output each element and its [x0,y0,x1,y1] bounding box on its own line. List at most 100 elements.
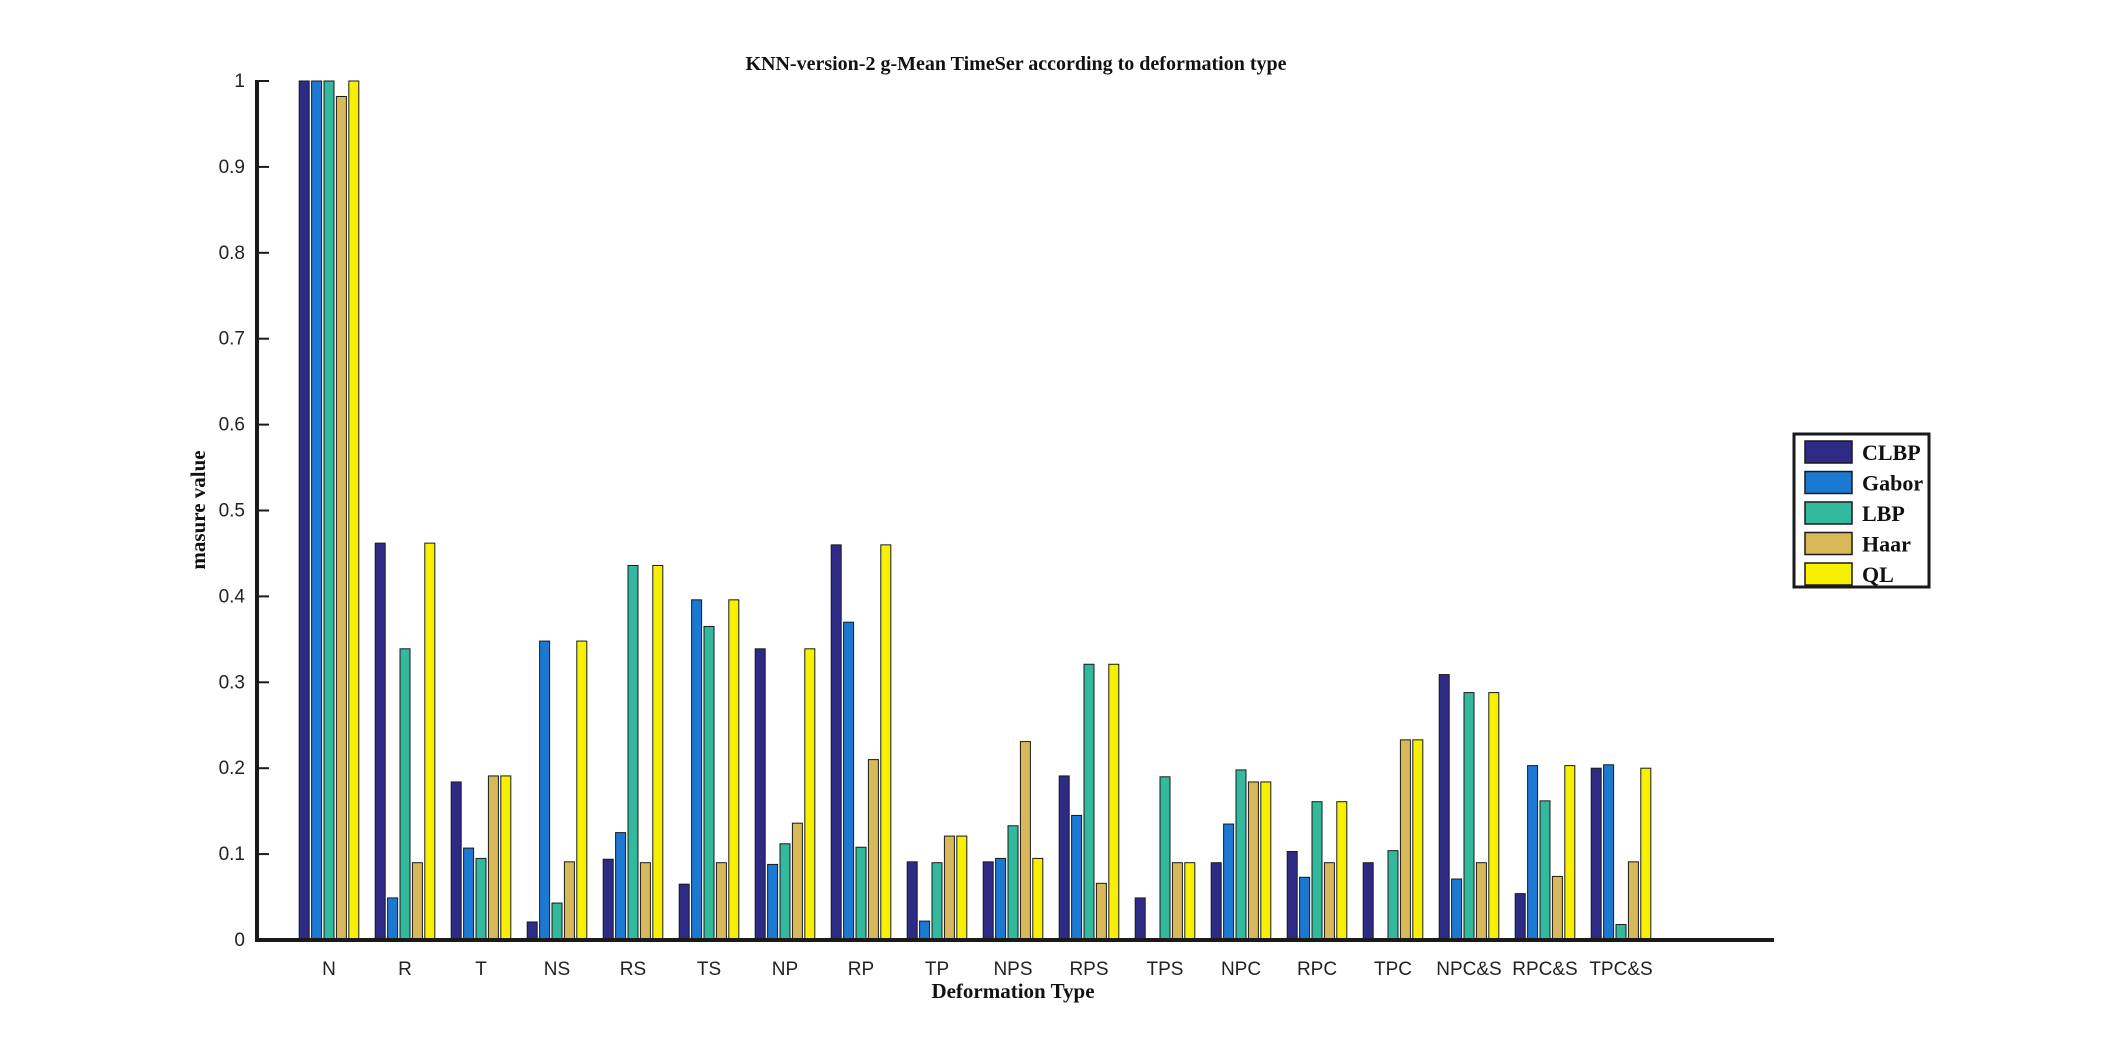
bar-lbp-npc [1235,769,1247,941]
bar-lbp-rp [855,846,867,941]
bar-clbp-tps [1134,897,1146,941]
bar-ql-ts [728,599,740,941]
bar-lbp-t [475,857,487,941]
y-axis-label: masure value [186,450,210,569]
y-tick-label: 0.2 [219,758,245,779]
bar-clbp-ts [678,883,690,941]
bar-clbp-rpcs [1514,893,1526,941]
x-tick-label: NS [544,959,570,980]
bar-haar-rp [867,759,879,941]
bar-ql-n [348,80,360,941]
bar-haar-ns [563,861,575,941]
x-tick-label: N [322,959,336,980]
bar-lbp-r [399,648,411,941]
bar-gabor-t [463,847,475,941]
bar-lbp-ts [703,625,715,941]
x-tick-label: TPS [1147,959,1184,980]
bar-clbp-rp [830,544,842,941]
legend-swatch-ql [1804,562,1853,586]
bar-clbp-npcs [1438,674,1450,941]
legend: CLBP Gabor LBP Haar QL [1792,432,1931,589]
bar-ql-rpc [1336,801,1348,941]
bar-ql-tps [1184,862,1196,941]
bar-gabor-npcs [1451,878,1463,941]
bar-gabor-n [311,80,323,941]
bar-ql-np [804,648,816,941]
x-axis-label: Deformation Type [931,979,1094,1003]
bar-haar-npcs [1475,862,1487,941]
bar-gabor-npc [1223,823,1235,941]
bar-lbp-np [779,843,791,941]
bar-clbp-r [374,542,386,941]
x-tick-label: RPS [1069,959,1108,980]
bar-gabor-tp [919,920,931,941]
bar-clbp-tp [906,861,918,941]
x-tick-label: RPC&S [1512,959,1577,980]
x-axis-tick-labels: N R T NS RS TS NP RP TP NPS RPS TPS NPC RPC TPC NPC&S RP… [322,959,1653,980]
x-tick-label: TS [697,959,721,980]
y-tick-label: 0.7 [219,329,245,350]
bar-haar-n [335,95,347,941]
bar-gabor-np [767,863,779,941]
bar-clbp-ns [526,921,538,941]
bar-ql-r [424,542,436,941]
bar-ql-npcs [1488,692,1500,941]
bar-haar-rps [1095,882,1107,941]
x-tick-label: NP [772,959,798,980]
bar-haar-tpcs [1627,861,1639,941]
bars [298,80,1652,941]
bar-ql-nps [1032,857,1044,941]
bar-gabor-tpcs [1603,764,1615,941]
bar-gabor-ts [691,599,703,941]
bar-lbp-tps [1159,776,1171,941]
bar-haar-tpc [1399,739,1411,941]
bar-gabor-rp [843,621,855,941]
x-tick-label: TP [925,959,949,980]
bar-gabor-rpc [1299,876,1311,941]
bar-lbp-tp [931,862,943,941]
legend-label-lbp: LBP [1862,501,1905,526]
bar-gabor-rs [615,832,627,941]
bar-gabor-ns [539,640,551,941]
bar-lbp-ns [551,902,563,941]
bar-clbp-tpc [1362,862,1374,941]
x-tick-label: NPS [993,959,1032,980]
bar-ql-rpcs [1564,765,1576,941]
y-tick-label: 0.6 [219,415,245,436]
x-tick-label: NPC [1221,959,1261,980]
bar-lbp-rs [627,564,639,941]
bar-lbp-tpcs [1615,924,1627,941]
x-tick-label: R [398,959,412,980]
bar-clbp-np [754,648,766,941]
y-tick-label: 0.8 [219,243,245,264]
legend-swatch-clbp [1804,440,1853,464]
bar-lbp-npcs [1463,692,1475,941]
bar-lbp-rpc [1311,801,1323,941]
bar-clbp-nps [982,861,994,941]
legend-label-haar: Haar [1862,532,1911,557]
bar-haar-t [487,775,499,941]
x-tick-label: TPC&S [1589,959,1652,980]
bar-ql-npc [1260,781,1272,941]
bar-ql-ns [576,640,588,941]
legend-swatch-lbp [1804,501,1853,525]
bar-gabor-nps [995,857,1007,941]
bar-haar-npc [1247,781,1259,941]
bar-clbp-rpc [1286,851,1298,941]
bar-ql-rp [880,544,892,941]
x-tick-label: TPC [1374,959,1412,980]
bar-ql-tpcs [1640,767,1652,941]
y-tick-label: 0.4 [219,586,246,607]
bar-lbp-rps [1083,663,1095,941]
bar-clbp-rps [1058,775,1070,941]
x-tick-label: NPC&S [1436,959,1501,980]
x-tick-label: RPC [1297,959,1337,980]
bar-haar-tp [943,835,955,941]
bar-clbp-tpcs [1590,767,1602,941]
bar-lbp-rpcs [1539,800,1551,941]
legend-label-ql: QL [1862,562,1894,587]
bar-haar-ts [715,862,727,941]
bar-haar-rpc [1323,862,1335,941]
y-tick-label: 0.3 [219,672,245,693]
y-tick-label: 1 [234,71,245,92]
